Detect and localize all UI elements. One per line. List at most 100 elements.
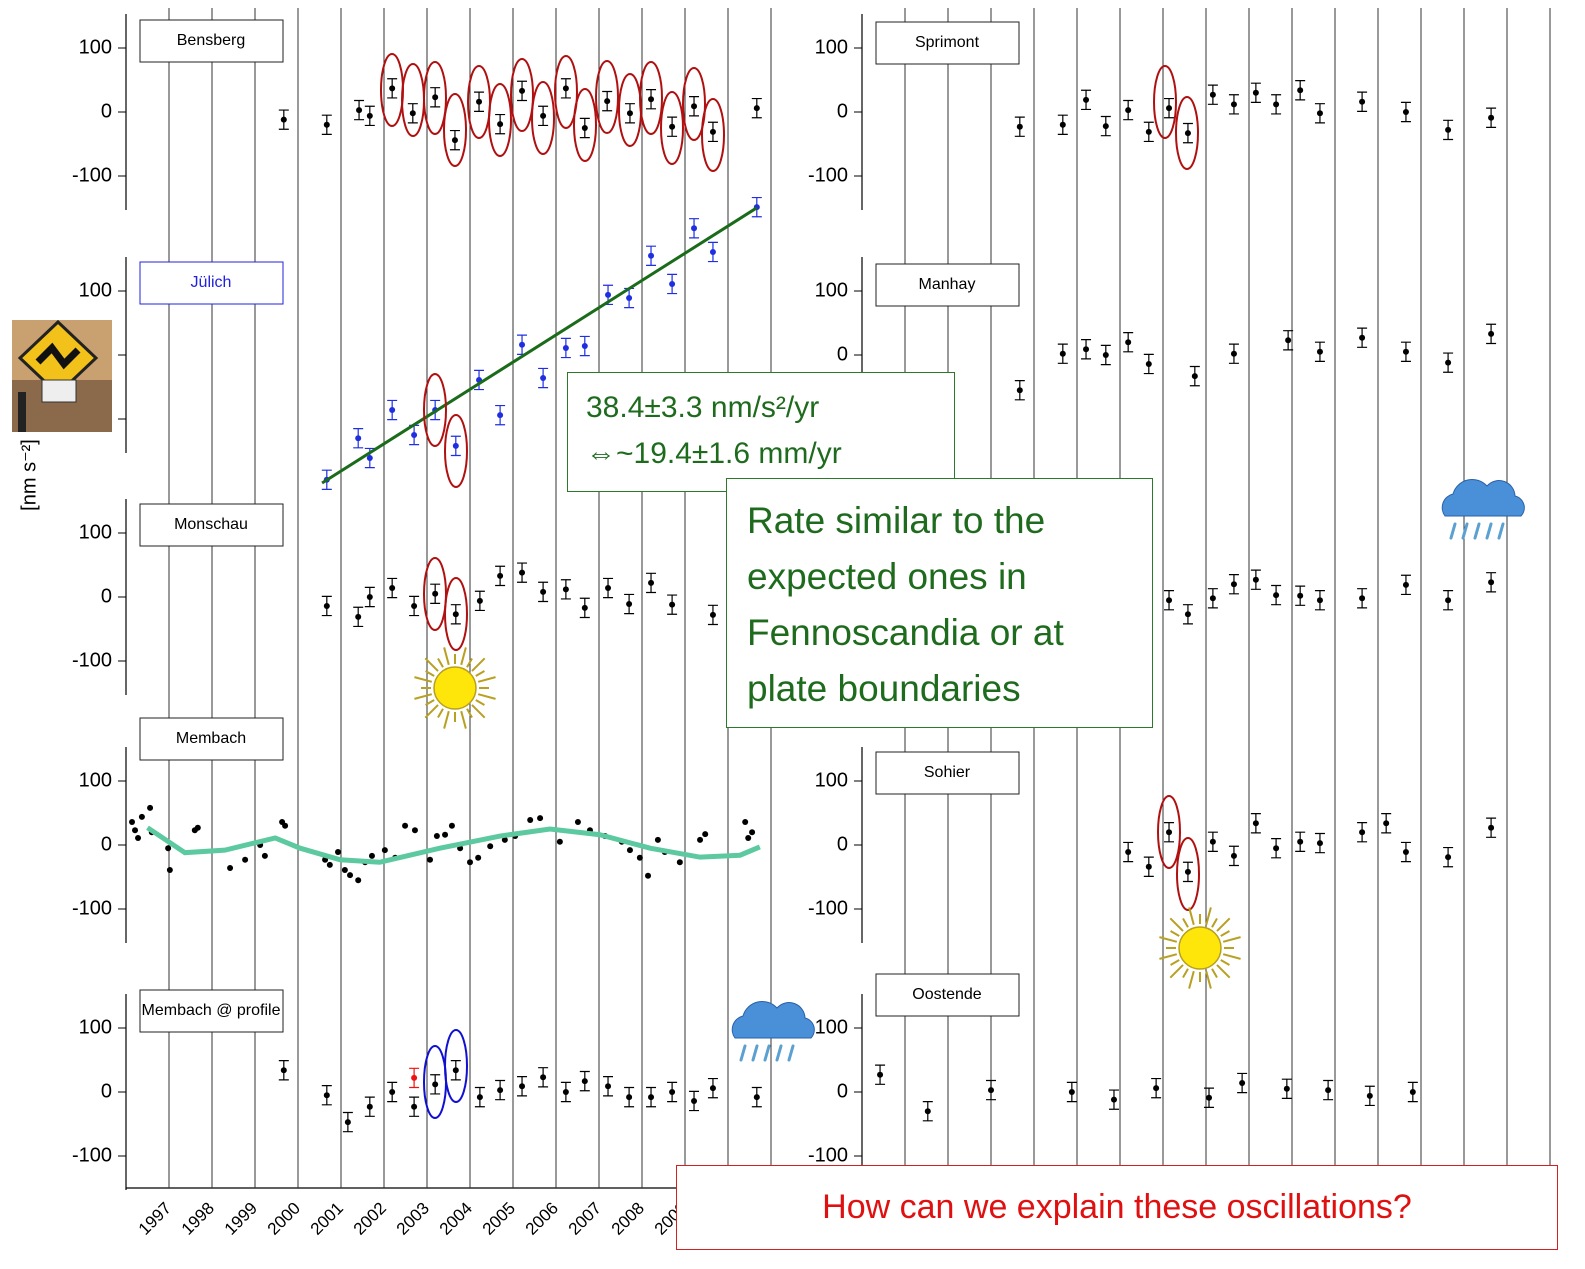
- highlight-ellipse: [595, 60, 619, 134]
- data-point: [519, 87, 526, 94]
- sun: [1178, 926, 1222, 970]
- data-point: [411, 827, 418, 834]
- sun-ray: [466, 658, 473, 668]
- highlight-ellipse: [701, 98, 725, 172]
- x-tick-label: 2005: [479, 1199, 519, 1239]
- sun-ray: [1182, 968, 1189, 978]
- data-point: [1273, 845, 1280, 852]
- rain-drop: [1497, 522, 1505, 540]
- data-point: [669, 280, 676, 287]
- data-point: [135, 834, 142, 841]
- highlight-ellipse: [444, 414, 468, 488]
- data-point: [451, 137, 458, 144]
- data-point: [519, 341, 526, 348]
- data-point: [648, 96, 655, 103]
- highlight-ellipse: [444, 1029, 468, 1103]
- highlight-ellipse: [1153, 65, 1177, 139]
- x-tick-label: 2001: [307, 1199, 347, 1239]
- panel-label-box: [875, 973, 1020, 1017]
- data-point: [280, 1067, 287, 1074]
- rain-cloud: [731, 1001, 815, 1039]
- data-point: [988, 1087, 994, 1094]
- data-point: [1209, 838, 1216, 845]
- data-point: [475, 854, 482, 861]
- data-point: [452, 611, 459, 618]
- y-tick-label: -100: [72, 1144, 112, 1166]
- panel-label-box: [139, 503, 284, 547]
- data-point: [1166, 105, 1173, 112]
- panel-label-box: [139, 717, 284, 761]
- sun-ray: [466, 708, 473, 718]
- rain-drop: [1449, 522, 1457, 540]
- sun-ray: [1182, 918, 1189, 928]
- panel-label-box: [139, 989, 284, 1033]
- trend-line: [321, 206, 758, 485]
- data-point: [1209, 595, 1216, 602]
- data-point: [691, 103, 698, 110]
- sun-ray: [1169, 964, 1184, 979]
- data-point: [476, 1094, 483, 1101]
- sun-ray: [1170, 959, 1180, 966]
- data-point: [1445, 359, 1452, 366]
- highlight-ellipse: [1175, 96, 1199, 170]
- panel-label: Manhay: [919, 276, 976, 293]
- data-point: [669, 1089, 676, 1095]
- sun-ray: [460, 647, 467, 666]
- data-point: [562, 586, 569, 593]
- data-point: [1402, 348, 1409, 355]
- data-point: [581, 604, 588, 611]
- data-point: [1325, 1087, 1332, 1094]
- data-point: [1110, 1096, 1117, 1103]
- highlight-ellipse: [423, 61, 447, 135]
- road-sign-photo: [12, 319, 112, 432]
- data-point: [648, 252, 655, 259]
- rain-drop: [775, 1044, 783, 1062]
- trend-line: [146, 825, 761, 865]
- data-point: [753, 105, 760, 112]
- data-point: [1445, 854, 1452, 861]
- data-point: [1125, 107, 1132, 114]
- sun-ray: [425, 670, 435, 677]
- data-point: [1184, 611, 1191, 618]
- data-point: [402, 822, 409, 829]
- y-tick-label: 0: [837, 100, 848, 122]
- data-point: [166, 866, 173, 873]
- data-point: [227, 865, 234, 872]
- data-point: [334, 849, 341, 856]
- data-point: [501, 836, 508, 843]
- sun-ray: [414, 676, 433, 683]
- data-point: [467, 859, 473, 866]
- data-point: [1383, 820, 1390, 827]
- data-point: [1059, 121, 1066, 128]
- data-point: [1316, 110, 1323, 117]
- rate-line: ⇔~19.4±1.6 mm/yr: [586, 437, 842, 470]
- data-point: [1184, 130, 1191, 137]
- sun-ray: [414, 693, 433, 700]
- sun-ray: [1159, 953, 1178, 960]
- panel-label: Membach: [176, 730, 246, 747]
- sun-ray: [1169, 917, 1184, 932]
- highlight-ellipse: [639, 61, 663, 135]
- y-tick-label: 100: [815, 769, 848, 791]
- sun-ray: [1159, 936, 1178, 943]
- data-point: [626, 110, 633, 117]
- y-tick-label: 100: [79, 1016, 112, 1038]
- y-tick-label: 0: [101, 585, 112, 607]
- data-point: [1283, 1085, 1290, 1092]
- data-point: [1252, 576, 1259, 583]
- question-box: How can we explain these oscillations?: [676, 1165, 1558, 1250]
- data-point: [344, 1119, 351, 1126]
- data-point: [1125, 339, 1132, 346]
- y-tick-label: 0: [101, 833, 112, 855]
- data-point: [877, 1071, 884, 1078]
- data-point: [604, 98, 611, 105]
- data-point: [1102, 352, 1109, 358]
- data-point: [745, 834, 752, 841]
- data-point: [1191, 373, 1198, 380]
- data-point: [497, 121, 504, 128]
- data-point: [691, 1097, 698, 1104]
- rain-cloud: [1441, 479, 1525, 517]
- highlight-ellipse: [1157, 795, 1181, 869]
- x-tick-label: 2004: [436, 1199, 476, 1239]
- data-point: [1083, 96, 1090, 103]
